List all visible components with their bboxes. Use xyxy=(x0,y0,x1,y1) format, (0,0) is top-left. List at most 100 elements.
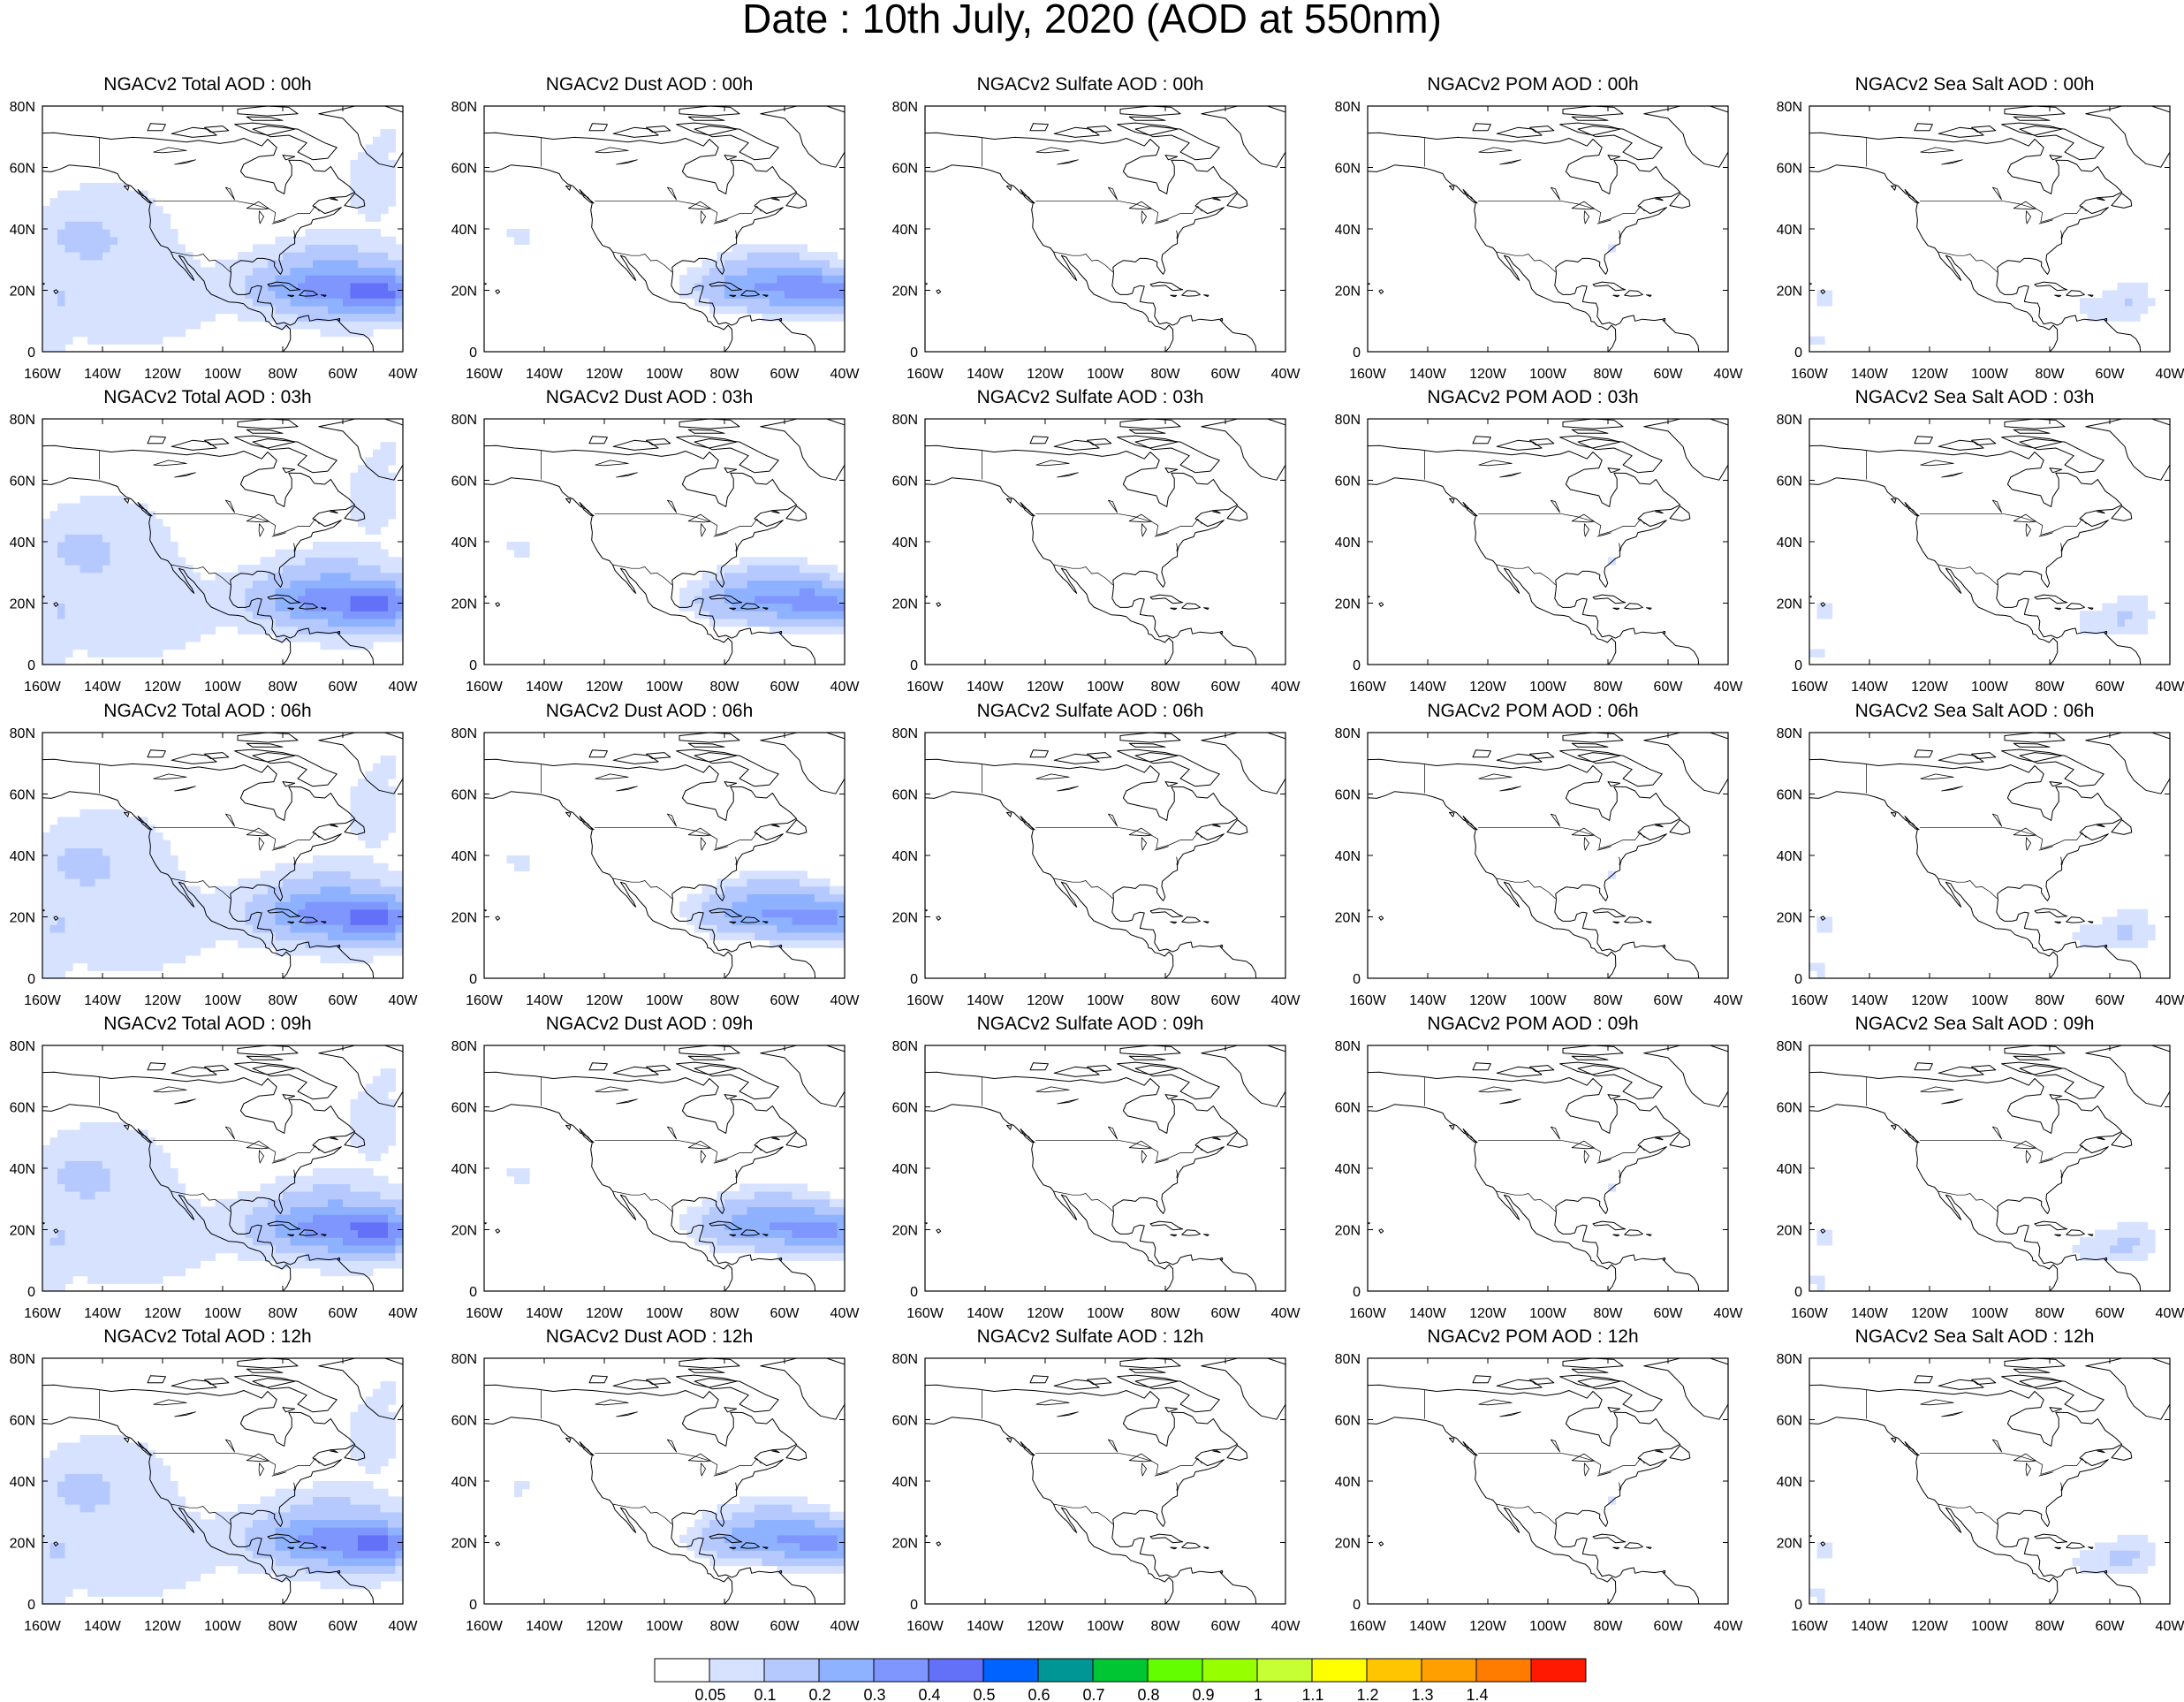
coastlines xyxy=(42,1045,403,1291)
y-tick-label: 40N xyxy=(451,849,477,864)
map-panel: NGACv2 Dust AOD : 00h 160W 140W 120W 100W 80W… xyxy=(442,74,861,384)
panel-title: NGACv2 Dust AOD : 09h xyxy=(545,1014,754,1034)
y-tick-label: 80N xyxy=(10,1039,35,1054)
x-tick-label: 160W xyxy=(466,993,504,1008)
panel-title: NGACv2 Sea Salt AOD : 09h xyxy=(1854,1014,2095,1034)
x-tick-label: 40W xyxy=(1714,993,1744,1008)
colorbar-label: 1.3 xyxy=(1411,1686,1433,1702)
y-tick-label: 0 xyxy=(910,1598,918,1613)
x-tick-label: 40W xyxy=(830,993,861,1008)
figure-title: Date : 10th July, 2020 (AOD at 550nm) xyxy=(742,0,1442,42)
y-tick-label: 80N xyxy=(451,413,477,428)
panel-title: NGACv2 Dust AOD : 06h xyxy=(545,701,754,721)
x-tick-label: 80W xyxy=(710,1619,740,1634)
y-tick-label: 60N xyxy=(1777,788,1802,803)
panel-title: NGACv2 Total AOD : 00h xyxy=(103,74,312,95)
y-tick-label: 20N xyxy=(892,285,918,300)
coastlines xyxy=(1809,1045,2170,1291)
colorbar-swatch xyxy=(654,1658,710,1683)
aod-map: 160W 140W 120W 100W 80W 60W 40W 0 20N 40N 60N 80N xyxy=(451,100,861,382)
x-tick-label: 40W xyxy=(1714,680,1744,695)
aod-map: 160W 140W 120W 100W 80W 60W 40W 0 20N 40N 60N 80N xyxy=(1335,1039,1744,1321)
x-tick-label: 40W xyxy=(830,1619,861,1634)
y-tick-label: 80N xyxy=(892,726,918,741)
x-tick-label: 120W xyxy=(1911,367,1949,382)
y-tick-label: 60N xyxy=(892,1101,918,1116)
map-panel: NGACv2 Sea Salt AOD : 00h 160W 140W 120W 100… xyxy=(1767,74,2184,384)
aod-shading xyxy=(506,542,845,634)
x-tick-label: 100W xyxy=(1087,680,1125,695)
y-tick-label: 40N xyxy=(1777,1475,1802,1490)
x-tick-label: 60W xyxy=(1654,367,1684,382)
x-tick-label: 40W xyxy=(830,367,861,382)
y-tick-label: 80N xyxy=(451,726,477,741)
y-tick-label: 60N xyxy=(10,162,35,177)
x-tick-label: 140W xyxy=(1851,993,1889,1008)
coastlines xyxy=(484,733,845,978)
aod-map: 160W 140W 120W 100W 80W 60W 40W 0 20N 40N 60N 80N xyxy=(10,726,419,1008)
map-panel: NGACv2 POM AOD : 12h 160W 140W 120W 100W 80W 6… xyxy=(1325,1326,1744,1636)
x-tick-label: 160W xyxy=(1349,993,1387,1008)
x-tick-label: 40W xyxy=(830,680,861,695)
y-tick-label: 60N xyxy=(10,788,35,803)
colorbar-label: 0.3 xyxy=(863,1686,885,1702)
aod-map: 160W 140W 120W 100W 80W 60W 40W 0 20N 40N 60N 80N xyxy=(892,1039,1301,1321)
map-panel: NGACv2 Dust AOD : 09h 160W 140W 120W 100W 80W… xyxy=(442,1014,861,1323)
x-tick-label: 40W xyxy=(1271,1619,1301,1634)
x-tick-label: 40W xyxy=(1714,367,1744,382)
aod-shading xyxy=(514,1481,845,1574)
x-tick-label: 140W xyxy=(1851,1306,1889,1321)
panel-title: NGACv2 Sulfate AOD : 03h xyxy=(976,387,1204,407)
x-tick-label: 60W xyxy=(2096,993,2126,1008)
x-tick-label: 160W xyxy=(24,680,62,695)
coastlines xyxy=(925,419,1285,665)
panel-title: NGACv2 Dust AOD : 00h xyxy=(545,74,754,95)
y-tick-label: 0 xyxy=(469,346,477,361)
x-tick-label: 80W xyxy=(1594,993,1624,1008)
x-tick-label: 100W xyxy=(1529,1306,1567,1321)
x-tick-label: 120W xyxy=(1027,367,1065,382)
colorbar-label: 1.4 xyxy=(1466,1686,1488,1702)
x-tick-label: 160W xyxy=(1349,680,1387,695)
x-tick-label: 160W xyxy=(1349,1619,1387,1634)
aod-map: 160W 140W 120W 100W 80W 60W 40W 0 20N 40N 60N 80N xyxy=(1777,726,2184,1008)
y-tick-label: 0 xyxy=(1353,972,1361,987)
y-tick-label: 80N xyxy=(1335,726,1361,741)
aod-map: 160W 140W 120W 100W 80W 60W 40W 0 20N 40N 60N 80N xyxy=(1335,100,1744,382)
x-tick-label: 40W xyxy=(1714,1306,1744,1321)
colorbar-swatch xyxy=(709,1658,765,1683)
x-tick-label: 120W xyxy=(1027,1619,1065,1634)
x-tick-label: 120W xyxy=(1027,680,1065,695)
x-tick-label: 160W xyxy=(466,1306,504,1321)
x-tick-label: 60W xyxy=(2096,1306,2126,1321)
x-tick-label: 40W xyxy=(2156,680,2184,695)
map-panel: NGACv2 Total AOD : 12h 160W 140W 120W 100W 80… xyxy=(0,1326,419,1636)
y-tick-label: 40N xyxy=(1335,536,1361,551)
colorbar-swatch xyxy=(873,1658,929,1683)
panel-title: NGACv2 Total AOD : 12h xyxy=(103,1326,312,1347)
x-tick-label: 60W xyxy=(770,367,800,382)
y-tick-label: 0 xyxy=(1353,658,1361,673)
x-tick-label: 60W xyxy=(329,367,359,382)
y-tick-label: 20N xyxy=(1335,911,1361,926)
y-tick-label: 80N xyxy=(10,1352,35,1367)
x-tick-label: 160W xyxy=(24,367,62,382)
coastlines xyxy=(925,106,1285,352)
y-tick-label: 40N xyxy=(451,1475,477,1490)
map-panel: NGACv2 Sulfate AOD : 00h 160W 140W 120W 100W… xyxy=(883,74,1301,384)
panel-title: NGACv2 Sulfate AOD : 09h xyxy=(976,1014,1204,1034)
x-tick-label: 80W xyxy=(269,680,299,695)
y-tick-label: 0 xyxy=(27,1598,35,1613)
y-tick-label: 40N xyxy=(10,849,35,864)
colorbar-swatch xyxy=(1147,1658,1203,1683)
coastlines xyxy=(42,1358,403,1604)
x-tick-label: 40W xyxy=(2156,993,2184,1008)
y-tick-label: 60N xyxy=(892,475,918,490)
coastlines xyxy=(484,106,845,352)
y-tick-label: 20N xyxy=(1335,1537,1361,1552)
x-tick-label: 100W xyxy=(204,367,242,382)
y-tick-label: 60N xyxy=(451,1414,477,1429)
aod-map: 160W 140W 120W 100W 80W 60W 40W 0 20N 40N 60N 80N xyxy=(1777,1352,2184,1634)
x-tick-label: 100W xyxy=(1971,993,2009,1008)
y-tick-label: 60N xyxy=(1335,162,1361,177)
